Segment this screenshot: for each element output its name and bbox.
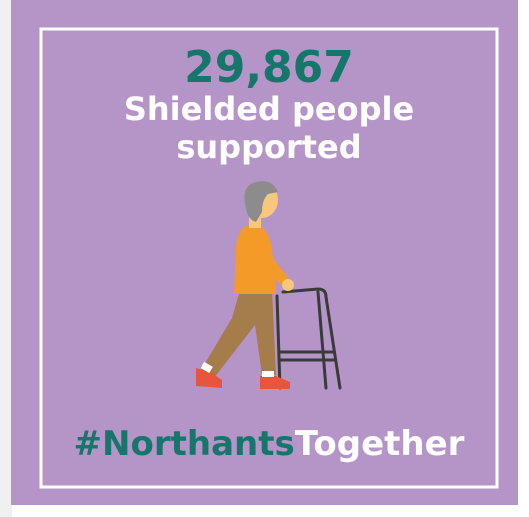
stat: 29,867 (184, 42, 354, 93)
elderly-person-with-walker (196, 181, 342, 390)
hashtag: #NorthantsTogether (74, 424, 465, 464)
arm (257, 238, 290, 288)
left-edge (0, 0, 12, 517)
hashtag-suffix: Together (295, 424, 465, 464)
caption-line: supported (176, 128, 361, 166)
caption-line: Shielded people (124, 90, 414, 128)
hair (244, 181, 278, 222)
sock (200, 361, 213, 373)
shoe (196, 368, 222, 388)
hashtag-prefix: #Northants (74, 424, 295, 464)
sock (262, 371, 274, 377)
legs (201, 290, 276, 378)
panel-border (39, 27, 499, 489)
hand (282, 279, 294, 291)
walker (275, 287, 342, 390)
shoe (260, 376, 290, 389)
